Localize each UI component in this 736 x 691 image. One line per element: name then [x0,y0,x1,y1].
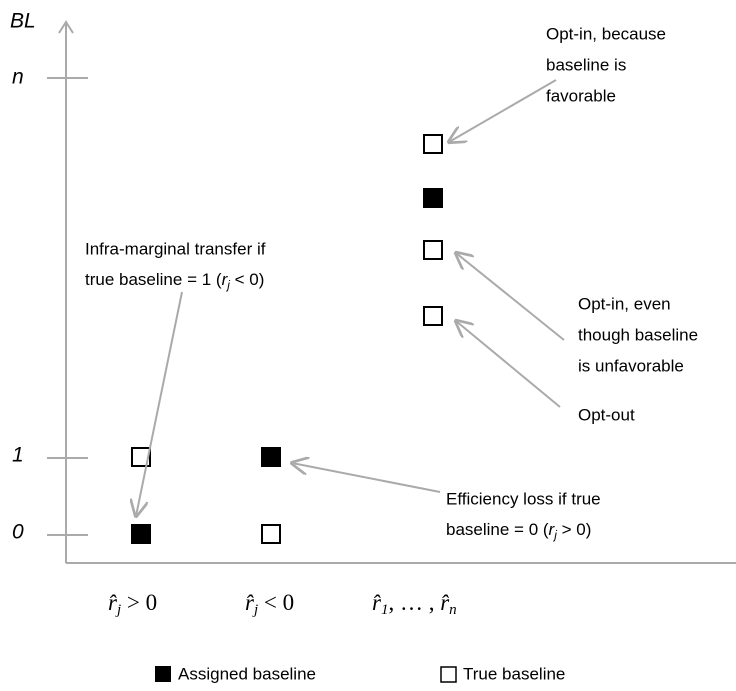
x-label: r̂1, … , r̂n [372,590,457,618]
annotation: baseline = 0 (rj > 0) [446,520,591,542]
x-label: r̂j < 0 [245,590,294,618]
assigned-square [261,447,281,467]
annotation: Opt-in, because [546,24,666,43]
legend-label: True baseline [463,664,565,683]
y-tick-label: 0 [12,521,24,544]
assigned-square [423,188,443,208]
axis-lines [58,20,736,564]
true-square [423,306,443,326]
annotation: Opt-in, even [578,294,671,313]
annotations: Opt-in, because baseline is favorable In… [85,24,698,542]
annotation: Infra-marginal transfer if [85,239,266,258]
arrow [136,291,183,516]
annotation: is unfavorable [578,356,684,375]
annotation: true baseline = 1 (rj < 0) [85,270,264,292]
arrow [456,253,565,341]
x-label: r̂j > 0 [108,590,157,618]
annotation: baseline is [546,55,626,74]
y-tick-label: n [12,66,24,89]
annotation: though baseline [578,325,698,344]
arrow [292,463,441,493]
true-square [423,240,443,260]
y-tick-label: 1 [12,444,24,467]
y-axis-label: BL [10,10,36,33]
assigned-square [131,524,151,544]
legend-swatch [155,666,171,682]
arrow [449,79,557,142]
squares [131,134,443,544]
annotation: Opt-out [578,405,635,424]
arrows [136,79,565,516]
annotation: Efficiency loss if true [446,489,601,508]
legend-swatch [440,666,457,683]
tick-marks [47,77,88,536]
axes: BL n 1 0 r̂j > 0 r̂j < 0 r̂1, … , r̂n [10,10,736,618]
true-square [261,524,281,544]
arrow [456,321,561,408]
legend-label: Assigned baseline [178,664,316,683]
legend: Assigned baseline True baseline [155,664,565,683]
true-square [131,447,151,467]
annotation: favorable [546,86,616,105]
true-square [423,134,443,154]
